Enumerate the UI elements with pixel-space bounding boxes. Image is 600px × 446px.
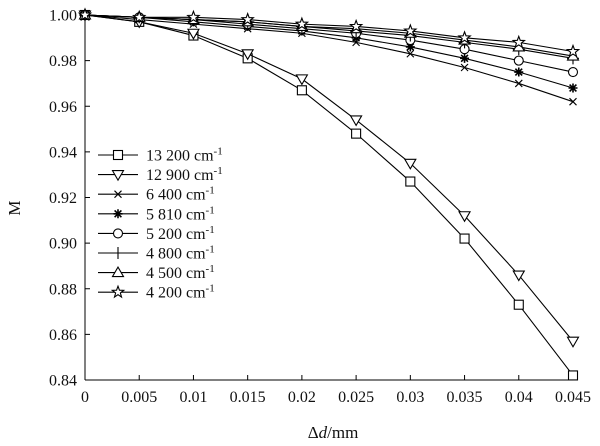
data-point xyxy=(457,30,472,44)
data-point xyxy=(240,11,255,26)
legend-marker xyxy=(112,228,124,239)
y-tick-label: 1.00 xyxy=(49,8,77,25)
x-tick-label: 0.005 xyxy=(121,389,157,406)
ticks: 0.84 0.86 0.88 0.90 0.92 0.94 0.96 0.98 1.00 0 0.0… xyxy=(49,8,591,407)
legend-entry: 13 200 cm-1 xyxy=(98,146,223,165)
x-tick-label: 0.035 xyxy=(447,389,483,406)
x-tick-label: 0.03 xyxy=(396,389,424,406)
y-tick-label: 0.92 xyxy=(49,190,77,207)
data-point xyxy=(405,176,416,187)
data-point xyxy=(511,34,526,49)
y-tick-label: 0.98 xyxy=(49,53,77,70)
data-point xyxy=(351,128,362,139)
series-asterisk xyxy=(80,10,578,93)
data-point xyxy=(403,158,417,170)
data-point xyxy=(458,211,472,223)
legend-entry: 4 800 cm-1 xyxy=(98,244,215,263)
legend-label: 4 500 cm-1 xyxy=(146,263,215,282)
y-tick-label: 0.94 xyxy=(49,144,77,161)
series-line xyxy=(84,14,574,89)
y-tick-label: 0.86 xyxy=(49,327,77,344)
y-tick-label: 0.88 xyxy=(49,281,77,298)
legend-marker xyxy=(114,190,122,199)
data-point xyxy=(513,55,524,66)
data-point xyxy=(294,16,310,31)
series-line xyxy=(84,14,574,57)
legend-label: 13 200 cm-1 xyxy=(146,146,223,165)
data-point xyxy=(513,299,524,310)
data-point xyxy=(295,74,309,86)
series-line xyxy=(84,14,574,73)
data-point xyxy=(186,28,200,40)
data-point xyxy=(241,49,255,61)
y-tick-label: 0.90 xyxy=(49,236,77,253)
data-point xyxy=(566,336,580,348)
data-point xyxy=(406,49,415,58)
x-axis-label: Δd/mm xyxy=(308,423,359,442)
series-line xyxy=(84,14,574,103)
data-point xyxy=(77,7,93,22)
legend-entry: 5 810 cm-1 xyxy=(98,204,215,223)
legend-marker xyxy=(110,284,126,299)
data-point xyxy=(568,83,578,93)
legend-marker xyxy=(111,170,125,182)
x-tick-label: 0.015 xyxy=(230,389,266,406)
series-star xyxy=(77,7,581,58)
x-tick-label: 0 xyxy=(81,389,89,406)
data-point xyxy=(460,63,469,72)
y-tick-label: 0.84 xyxy=(49,373,77,390)
data-point xyxy=(512,270,526,282)
legend-marker xyxy=(112,247,124,259)
y-tick-label: 0.96 xyxy=(49,99,77,116)
series-line xyxy=(84,14,574,342)
data-point xyxy=(514,67,524,77)
series-line xyxy=(84,14,574,53)
data-point xyxy=(405,42,415,52)
x-tick-label: 0.01 xyxy=(179,389,207,406)
legend-label: 5 200 cm-1 xyxy=(146,224,215,243)
data-point xyxy=(565,43,581,58)
x-tick-label: 0.04 xyxy=(505,389,533,406)
legend-entry: 12 900 cm-1 xyxy=(98,165,223,184)
legend-marker xyxy=(112,149,124,161)
legend-label: 6 400 cm-1 xyxy=(146,185,215,204)
legend-label: 4 800 cm-1 xyxy=(146,244,215,263)
x-tick-label: 0.045 xyxy=(555,389,591,406)
data-point xyxy=(186,9,201,24)
data-point xyxy=(460,53,470,63)
legend-entry: 4 500 cm-1 xyxy=(98,263,215,282)
series-line xyxy=(84,14,574,376)
data-point xyxy=(403,23,418,38)
data-point xyxy=(459,233,470,244)
legend-entry: 4 200 cm-1 xyxy=(98,283,215,302)
x-tick-label: 0.025 xyxy=(338,389,374,406)
y-axis-label: M xyxy=(5,200,24,215)
legend-marker xyxy=(111,266,125,278)
legend-entry: 6 400 cm-1 xyxy=(98,185,215,204)
data-point xyxy=(569,97,577,106)
legend-label: 5 810 cm-1 xyxy=(146,204,215,223)
data-point xyxy=(567,370,579,381)
legend-label: 4 200 cm-1 xyxy=(146,283,215,302)
data-point xyxy=(296,85,307,96)
data-point xyxy=(514,79,523,88)
data-point xyxy=(349,115,363,127)
data-point xyxy=(348,18,364,33)
legend-entry: 5 200 cm-1 xyxy=(98,224,215,243)
legend-label: 12 900 cm-1 xyxy=(146,165,223,184)
x-tick-label: 0.02 xyxy=(288,389,316,406)
legend-marker xyxy=(113,209,123,219)
data-point xyxy=(567,66,579,78)
series-layer xyxy=(77,7,581,381)
data-point xyxy=(132,9,147,24)
legend: 13 200 cm-112 900 cm-16 400 cm-15 810 cm… xyxy=(98,146,223,302)
